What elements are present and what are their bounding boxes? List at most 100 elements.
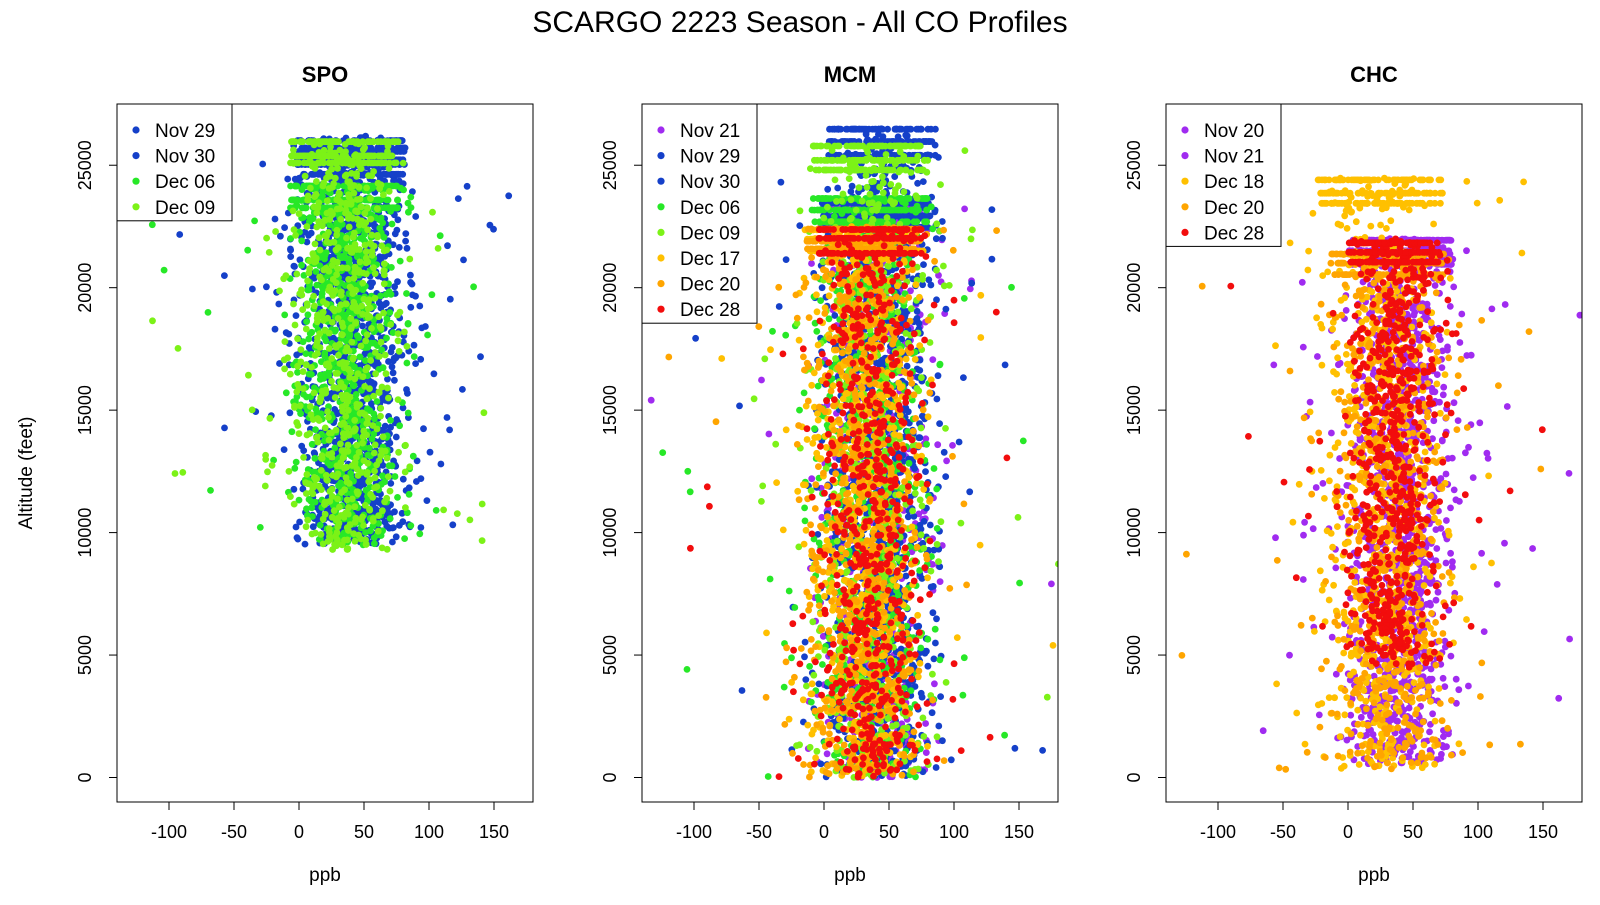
data-point xyxy=(312,476,319,483)
data-point xyxy=(834,185,841,192)
data-point xyxy=(298,237,305,244)
data-point xyxy=(291,404,298,411)
data-point xyxy=(351,230,358,237)
data-point xyxy=(355,472,362,479)
data-point xyxy=(336,520,343,527)
data-point xyxy=(325,451,332,458)
data-point xyxy=(300,368,307,375)
data-point xyxy=(816,681,823,688)
data-point xyxy=(403,290,410,297)
data-point xyxy=(303,523,310,530)
data-point xyxy=(479,501,486,508)
data-point xyxy=(368,325,375,332)
data-point xyxy=(302,479,309,486)
data-point xyxy=(262,483,269,490)
data-point xyxy=(353,170,360,177)
data-point xyxy=(332,394,339,401)
data-point xyxy=(244,247,251,254)
data-point xyxy=(387,488,394,495)
data-point xyxy=(320,541,327,548)
data-point xyxy=(316,234,323,241)
data-point xyxy=(357,196,364,203)
data-point xyxy=(293,352,300,359)
data-point xyxy=(309,531,316,538)
data-point xyxy=(344,546,351,553)
data-point xyxy=(357,258,364,265)
data-point xyxy=(437,232,444,239)
data-point xyxy=(402,442,409,449)
data-point xyxy=(361,210,368,217)
data-point xyxy=(205,309,212,316)
data-point xyxy=(369,248,376,255)
data-point xyxy=(848,188,855,195)
data-point xyxy=(400,187,407,194)
data-point xyxy=(404,360,411,367)
data-point xyxy=(928,126,935,133)
data-point xyxy=(293,271,300,278)
data-point xyxy=(372,441,379,448)
data-point xyxy=(338,216,345,223)
data-point xyxy=(446,427,453,434)
data-point xyxy=(287,253,294,260)
data-point xyxy=(298,292,305,299)
data-point xyxy=(390,369,397,376)
data-point xyxy=(367,195,374,202)
data-point xyxy=(353,466,360,473)
data-point xyxy=(405,410,412,417)
data-point xyxy=(367,240,374,247)
data-point xyxy=(383,335,390,342)
data-point xyxy=(424,332,431,339)
data-point xyxy=(332,160,339,167)
legend-marker xyxy=(132,178,139,185)
data-point xyxy=(393,434,400,441)
data-point xyxy=(371,468,378,475)
data-point xyxy=(290,301,297,308)
data-point xyxy=(370,393,377,400)
data-point xyxy=(381,280,388,287)
data-point xyxy=(413,478,420,485)
data-point xyxy=(918,690,925,697)
data-point xyxy=(392,473,399,480)
data-point xyxy=(916,367,923,374)
data-point xyxy=(395,216,402,223)
data-point xyxy=(326,533,333,540)
data-point xyxy=(287,371,294,378)
data-point xyxy=(1048,581,1055,588)
data-point xyxy=(417,356,424,363)
data-point xyxy=(342,348,349,355)
data-point xyxy=(312,352,319,359)
data-point xyxy=(379,472,386,479)
data-point xyxy=(360,522,367,529)
data-point xyxy=(335,352,342,359)
data-point xyxy=(401,535,408,542)
data-point xyxy=(312,426,319,433)
data-point xyxy=(949,442,956,449)
data-point xyxy=(367,528,374,535)
data-point xyxy=(357,221,364,228)
data-point xyxy=(383,370,390,377)
data-point xyxy=(340,420,347,427)
data-point xyxy=(405,320,412,327)
data-point xyxy=(339,404,346,411)
data-point xyxy=(315,218,322,225)
data-point xyxy=(320,298,327,305)
legend-label: Nov 30 xyxy=(155,147,215,168)
data-point xyxy=(308,371,315,378)
data-point xyxy=(303,204,310,211)
data-point xyxy=(318,467,325,474)
y-tick-label: 25000 xyxy=(75,140,95,190)
data-point xyxy=(286,468,293,475)
data-point xyxy=(259,161,266,168)
data-point xyxy=(318,277,325,284)
data-point xyxy=(391,355,398,362)
data-point xyxy=(758,377,765,384)
y-tick-label: 0 xyxy=(75,773,95,783)
data-point xyxy=(281,446,288,453)
data-point xyxy=(322,217,329,224)
data-point xyxy=(342,207,349,214)
data-point xyxy=(931,680,938,687)
data-point xyxy=(933,235,940,242)
data-point xyxy=(418,524,425,531)
